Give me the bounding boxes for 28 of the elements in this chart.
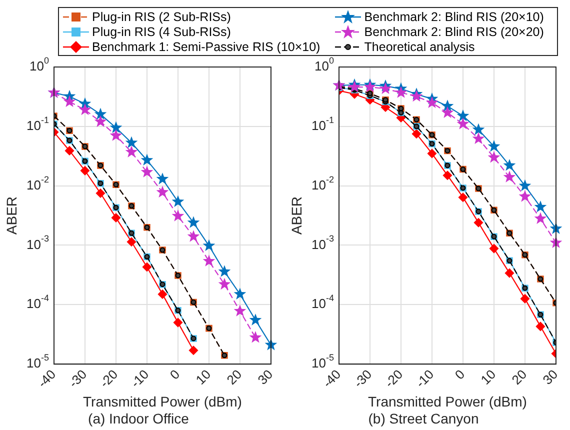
x-tick-label: 10 [192, 366, 214, 388]
legend-label: Plug-in RIS (4 Sub-RISs) [92, 24, 231, 38]
x-tick-label: 30 [254, 366, 276, 388]
legend-label: Theoretical analysis [364, 40, 475, 54]
legend-label: Plug-in RIS (2 Sub-RISs) [92, 10, 231, 24]
y-axis-title: ABER [288, 196, 304, 235]
x-tick-label: 0 [452, 366, 468, 382]
x-tick-label: 10 [478, 366, 499, 388]
x-axis-title: Transmitted Power (dBm) [368, 394, 527, 410]
x-tick-label: 30 [540, 366, 561, 388]
x-tick-label: -20 [382, 366, 406, 391]
legend-label: Benchmark 2: Blind RIS (20×20) [364, 24, 544, 38]
legend-label: Benchmark 2: Blind RIS (20×10) [364, 10, 544, 24]
x-tick-label: -20 [96, 366, 121, 391]
x-axis-title: Transmitted Power (dBm) [83, 394, 242, 410]
x-tick-label: -10 [128, 366, 152, 391]
x-tick-label: 20 [224, 366, 245, 388]
x-tick-label: -10 [412, 366, 437, 391]
x-tick-label: -40 [34, 366, 59, 391]
y-axis-title: ABER [3, 196, 20, 235]
legend-label: Benchmark 1: Semi-Passive RIS (10×10) [92, 40, 320, 54]
x-tick-label: 20 [508, 366, 530, 388]
x-tick-label: -30 [350, 366, 375, 391]
x-tick-label: -40 [320, 366, 344, 391]
x-tick-label: 0 [166, 366, 183, 382]
text: (b) Street Canyon [368, 410, 479, 426]
x-tick-label: -30 [66, 366, 90, 391]
text: (a) Indoor Office [88, 410, 190, 426]
